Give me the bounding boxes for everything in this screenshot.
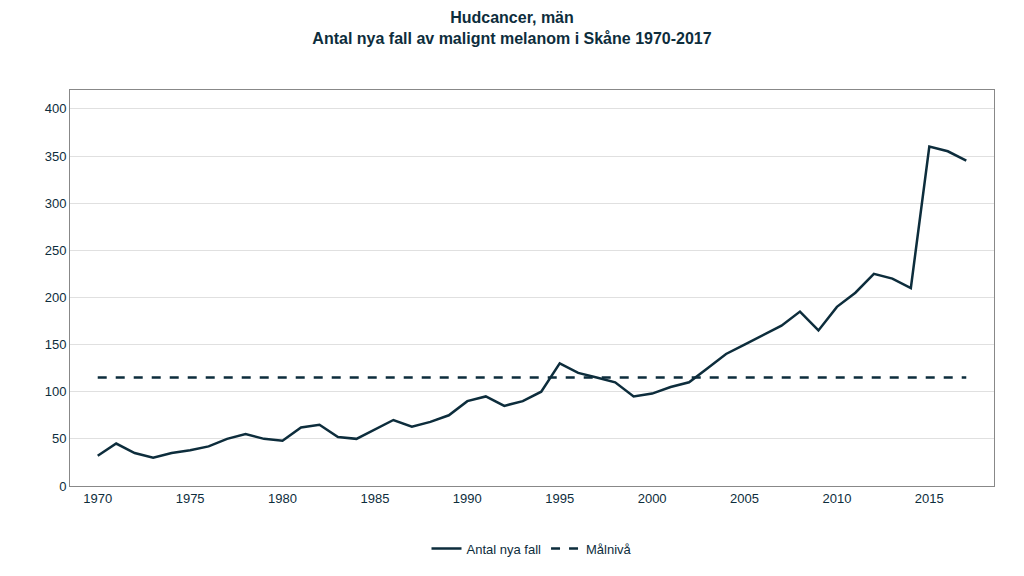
svg-text:200: 200 bbox=[45, 290, 67, 305]
svg-text:2005: 2005 bbox=[730, 491, 759, 506]
svg-text:0: 0 bbox=[59, 479, 66, 494]
svg-text:1975: 1975 bbox=[176, 491, 205, 506]
svg-text:2015: 2015 bbox=[915, 491, 944, 506]
svg-text:300: 300 bbox=[45, 196, 67, 211]
svg-text:Målnivå: Målnivå bbox=[586, 542, 632, 557]
svg-text:1980: 1980 bbox=[268, 491, 297, 506]
svg-text:150: 150 bbox=[45, 337, 67, 352]
svg-text:2000: 2000 bbox=[638, 491, 667, 506]
svg-text:1990: 1990 bbox=[453, 491, 482, 506]
svg-text:100: 100 bbox=[45, 384, 67, 399]
svg-text:350: 350 bbox=[45, 149, 67, 164]
svg-text:250: 250 bbox=[45, 243, 67, 258]
svg-text:1985: 1985 bbox=[360, 491, 389, 506]
svg-text:50: 50 bbox=[52, 431, 66, 446]
svg-text:Hudcancer, mänAntal nya fall a: Hudcancer, mänAntal nya fall av malignt … bbox=[312, 9, 711, 47]
svg-text:1995: 1995 bbox=[545, 491, 574, 506]
svg-text:2010: 2010 bbox=[822, 491, 851, 506]
svg-text:400: 400 bbox=[45, 101, 67, 116]
svg-text:Antal nya fall: Antal nya fall bbox=[467, 542, 542, 557]
svg-text:1970: 1970 bbox=[83, 491, 112, 506]
